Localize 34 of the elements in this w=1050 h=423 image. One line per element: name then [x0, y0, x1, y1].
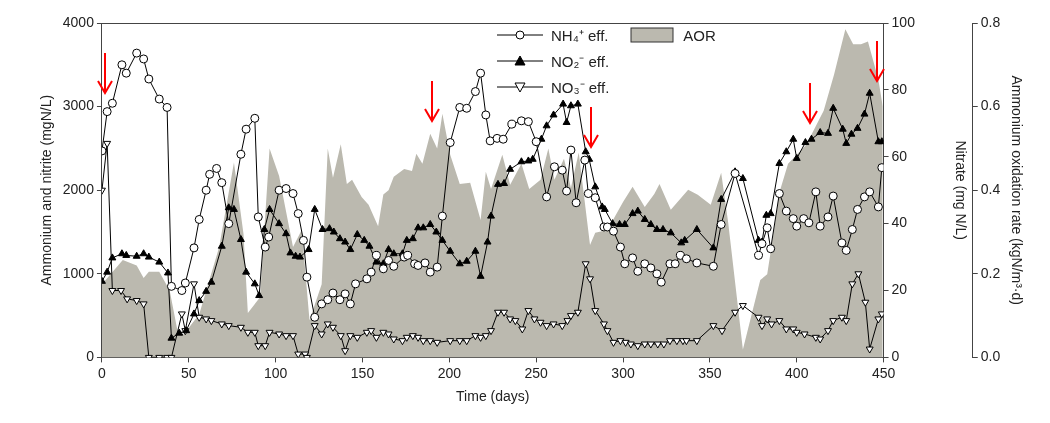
legend-label: AOR	[683, 26, 716, 44]
y-tick-label: 3000	[62, 97, 95, 114]
x-tick-label: 450	[871, 364, 896, 381]
x-tick-label: 150	[350, 364, 375, 381]
y-tick-label: 4000	[62, 13, 95, 30]
legend-label: NH₄⁺ eff.	[551, 26, 609, 45]
legend-label: NO₃⁻ eff.	[551, 78, 610, 97]
y-tick-label: 0	[86, 348, 95, 365]
x-tick-label: 100	[263, 364, 288, 381]
x-tick-label: 400	[785, 364, 809, 381]
y3-tick-label: 0.8	[980, 13, 1001, 30]
legend-label: NO₂⁻ eff.	[551, 52, 610, 71]
x-tick-label: 0	[98, 364, 107, 381]
x-tick-label: 200	[437, 364, 462, 381]
x-tick-label: 300	[611, 364, 635, 381]
x-tick-label: 50	[181, 364, 197, 381]
y3-tick-label: 0.2	[980, 264, 1001, 281]
y3-tick-label: 0.0	[980, 348, 1001, 365]
x-axis-title: Time (days)	[456, 388, 530, 405]
x-tick-label: 350	[698, 364, 722, 381]
x-tick-label: 250	[524, 364, 549, 381]
y2-tick-label: 100	[891, 13, 916, 30]
y2-tick-label: 80	[891, 80, 908, 97]
y-axis-title: Ammonium and nitrite (mgN/L)	[38, 94, 55, 286]
y2-axis-title: Nitrate (mg N/L)	[953, 140, 970, 240]
y-tick-label: 1000	[62, 264, 95, 281]
y2-tick-label: 0	[891, 348, 900, 365]
y2-tick-label: 60	[891, 147, 908, 164]
y3-tick-label: 0.4	[980, 181, 1001, 198]
y2-tick-label: 40	[891, 214, 908, 231]
y2-tick-label: 20	[891, 281, 908, 298]
y3-tick-label: 0.6	[980, 97, 1001, 114]
y-tick-label: 2000	[62, 181, 95, 198]
y3-axis-title: Ammonium oxidation rate (kgN/m³·d)	[1008, 75, 1025, 305]
